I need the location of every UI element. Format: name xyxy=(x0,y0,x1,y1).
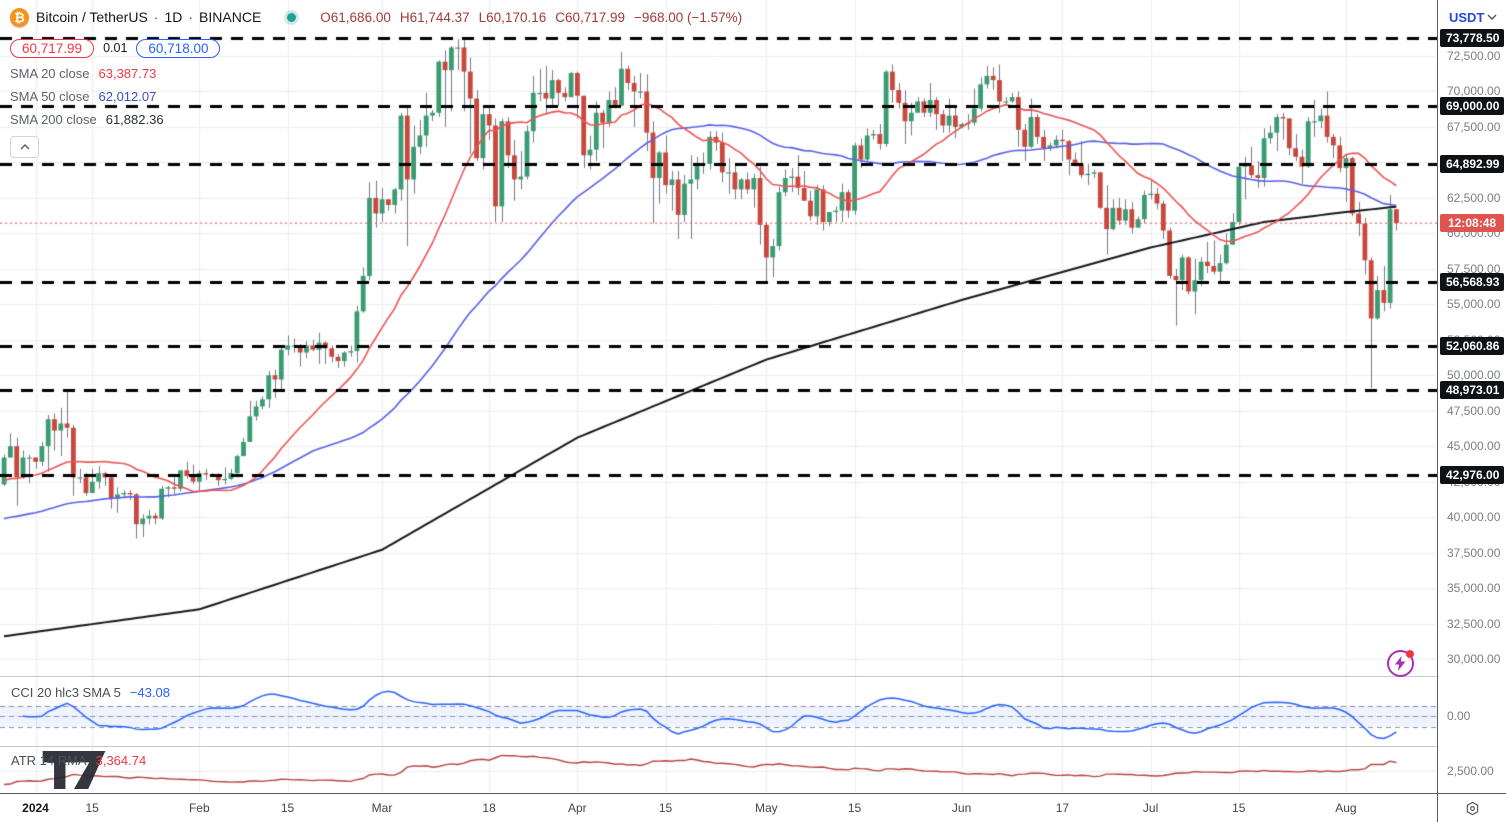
currency-selector[interactable]: USDT xyxy=(1443,5,1503,29)
cci-label-text: CCI 20 hlc3 SMA 5 xyxy=(11,685,121,700)
market-status-icon[interactable] xyxy=(287,12,297,22)
countdown-label: 12:08:48 xyxy=(1440,214,1504,233)
time-axis[interactable]: 2024 15 Feb 15 Mar 18 Apr 15 May 15 Jun 17 Jul 15 Aug xyxy=(0,793,1437,822)
price-tick-label: 32,500.00 xyxy=(1447,616,1501,631)
price-tick-label: 50,000.00 xyxy=(1447,368,1501,383)
price-tick-label: 37,500.00 xyxy=(1447,545,1501,560)
indicator-legend-sma200[interactable]: SMA 200 close 61,882.36 xyxy=(10,111,751,128)
quote-row: 60,717.99 0.01 60,718.00 xyxy=(10,37,751,59)
indicator-name: SMA 50 close xyxy=(10,89,90,104)
ohlc-low: L60,170.16 xyxy=(478,9,547,25)
indicator-value: 62,012.07 xyxy=(98,89,157,104)
atr-pane-legend[interactable]: ATR 14 RMA 3,364.74 xyxy=(11,753,146,768)
indicator-value: 63,387.73 xyxy=(98,66,157,81)
time-tick-label: Jun xyxy=(951,801,972,815)
price-tick-label: 47,500.00 xyxy=(1447,403,1501,418)
time-tick-label: 15 xyxy=(280,801,295,815)
buy-price-button[interactable]: 60,718.00 xyxy=(136,38,221,58)
ohlc-close: C60,717.99 xyxy=(555,9,626,25)
indicator-name: SMA 20 close xyxy=(10,66,90,81)
price-tick-label: 67,500.00 xyxy=(1447,119,1501,134)
indicator-legend-sma20[interactable]: SMA 20 close 63,387.73 xyxy=(10,65,751,82)
symbol-name[interactable]: Bitcoin / TetherUS xyxy=(36,9,148,25)
separator: · xyxy=(188,9,194,25)
spread-value: 0.01 xyxy=(103,41,128,55)
price-tick-label: 70,000.00 xyxy=(1447,84,1501,99)
ohlc-change: −968.00 (−1.57%) xyxy=(634,9,743,25)
bitcoin-icon: ₿ xyxy=(10,7,29,27)
time-tick-label: May xyxy=(754,801,778,815)
price-tick-label: 72,500.00 xyxy=(1447,49,1501,63)
price-level-label: 69,000.00 xyxy=(1440,96,1504,115)
price-tick-label: 57,500.00 xyxy=(1447,261,1501,276)
indicator-name: SMA 200 close xyxy=(10,112,97,127)
cci-pane-legend[interactable]: CCI 20 hlc3 SMA 5 −43.08 xyxy=(11,685,170,700)
pane-divider-atr[interactable] xyxy=(0,746,1506,747)
exchange-name: BINANCE xyxy=(199,9,262,25)
notification-dot xyxy=(1406,650,1414,658)
atr-label-text: ATR 14 RMA xyxy=(11,753,87,768)
time-tick-label: 15 xyxy=(1232,801,1246,815)
pane-tick-label: 0.00 xyxy=(1447,709,1471,723)
tradingview-watermark xyxy=(42,751,106,789)
chevron-up-icon xyxy=(20,144,29,150)
interval[interactable]: 1D xyxy=(164,9,183,25)
time-tick-label: Mar xyxy=(371,801,393,815)
cci-value: −43.08 xyxy=(129,685,170,700)
price-tick-label: 55,000.00 xyxy=(1447,297,1501,312)
price-level-label: 52,060.86 xyxy=(1440,336,1504,355)
time-tick-label: 15 xyxy=(85,801,99,815)
pane-tick-label: 2,500.00 xyxy=(1447,764,1494,778)
legend: ₿ Bitcoin / TetherUS · 1D · BINANCE O61,… xyxy=(10,6,751,158)
lightning-icon xyxy=(1395,656,1406,671)
price-level-label: 73,778.50 xyxy=(1440,28,1504,47)
time-tick-label: Apr xyxy=(567,801,587,815)
symbol-header[interactable]: ₿ Bitcoin / TetherUS · 1D · BINANCE O61,… xyxy=(10,6,751,28)
time-tick-label: 18 xyxy=(482,801,496,815)
price-tick-label: 30,000.00 xyxy=(1447,651,1501,666)
indicator-legend-sma50[interactable]: SMA 50 close 62,012.07 xyxy=(10,88,751,105)
price-tick-label: 45,000.00 xyxy=(1447,439,1501,454)
gear-icon xyxy=(1466,801,1478,815)
time-tick-label: Aug xyxy=(1335,801,1357,815)
price-level-label: 64,892.99 xyxy=(1440,154,1504,173)
price-level-label: 48,973.01 xyxy=(1440,380,1504,399)
time-tick-label: Feb xyxy=(188,801,210,815)
ohlc-values: O61,686.00 H61,744.37 L60,170.16 C60,717… xyxy=(320,10,751,25)
price-tick-label: 62,500.00 xyxy=(1447,190,1501,205)
ohlc-high: H61,744.37 xyxy=(399,9,470,25)
collapse-legend-button[interactable] xyxy=(10,136,39,158)
time-tick-label: 15 xyxy=(847,801,862,815)
chevron-down-icon xyxy=(1487,14,1497,20)
price-tick-label: 40,000.00 xyxy=(1447,510,1501,525)
time-tick-label: 2024 xyxy=(22,801,49,815)
sell-price-button[interactable]: 60,717.99 xyxy=(10,38,95,58)
chart-canvas[interactable] xyxy=(0,0,1437,792)
axis-settings-corner[interactable] xyxy=(1437,793,1506,822)
instant-order-button[interactable] xyxy=(1387,650,1414,677)
atr-value: 3,364.74 xyxy=(95,753,147,768)
price-axis[interactable]: USDT 72,500.0070,000.0067,500.0065,000.0… xyxy=(1437,0,1506,822)
ohlc-open: O61,686.00 xyxy=(320,9,391,25)
separator: · xyxy=(153,9,159,25)
price-tick-label: 35,000.00 xyxy=(1447,581,1501,596)
pane-divider-cci[interactable] xyxy=(0,676,1506,677)
time-tick-label: 15 xyxy=(658,801,673,815)
currency-label: USDT xyxy=(1449,9,1485,25)
indicator-value: 61,882.36 xyxy=(105,112,164,127)
time-tick-label: Jul xyxy=(1142,801,1159,815)
price-level-label: 56,568.93 xyxy=(1440,273,1504,292)
time-tick-label: 17 xyxy=(1055,801,1070,815)
price-level-label: 42,976.00 xyxy=(1440,465,1504,484)
